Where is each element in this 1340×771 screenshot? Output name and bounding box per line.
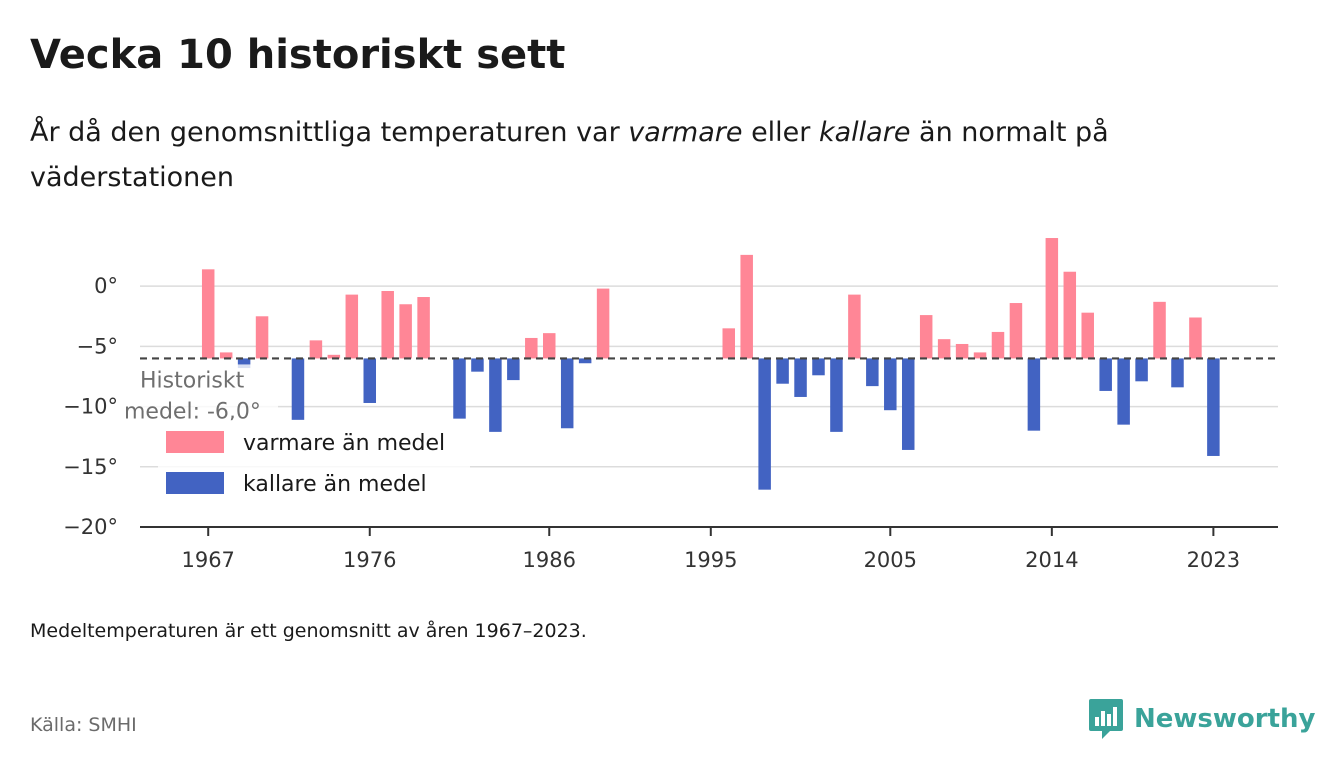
brand-name: Newsworthy (1134, 704, 1316, 734)
warm-bar (919, 315, 933, 359)
warm-bar (345, 294, 359, 359)
newsworthy-logo-icon (1089, 699, 1123, 739)
subtitle-warm-word: varmare (628, 117, 743, 148)
subtitle-part-3: än normalt på väderstationen (30, 117, 1109, 193)
warm-bar (1009, 303, 1023, 359)
y-tick-label: −10° (63, 395, 118, 419)
warm-bar (1189, 317, 1202, 359)
source-label: Källa: SMHI (30, 714, 137, 736)
cold-bar (489, 358, 502, 432)
legend-swatch-cold (166, 472, 224, 494)
legend-label-cold: kallare än medel (243, 472, 427, 497)
reference-label-bg (128, 364, 278, 425)
cold-bar (471, 358, 484, 372)
cold-bar (1207, 358, 1220, 456)
legend-swatch-warm (166, 431, 224, 453)
warm-bar (219, 352, 233, 359)
cold-bar (507, 358, 520, 381)
cold-bar (758, 358, 771, 490)
footnote: Medeltemperaturen är ett genomsnitt av å… (30, 620, 587, 642)
subtitle-part-2: eller (742, 117, 819, 148)
x-tick-label: 2023 (1187, 548, 1240, 572)
chart-subtitle: År då den genomsnittliga temperaturen va… (30, 110, 1260, 200)
warm-bar (309, 340, 323, 359)
warm-bar (937, 339, 951, 359)
cold-bar (578, 358, 592, 364)
chart-title: Vecka 10 historiskt sett (30, 32, 566, 78)
cold-bar (901, 358, 915, 450)
x-tick-label: 1995 (684, 548, 737, 572)
y-tick-label: −20° (63, 515, 118, 539)
cold-bar (794, 358, 807, 397)
warm-bar (955, 343, 969, 359)
warm-bar (1063, 271, 1077, 359)
warm-bar (740, 254, 753, 359)
cold-bar (1027, 358, 1041, 431)
cold-bar (1135, 358, 1148, 382)
warm-bar (525, 337, 538, 359)
warm-bar (255, 316, 269, 359)
cold-bar (812, 358, 825, 376)
warm-bar (381, 291, 394, 359)
warm-bar (542, 333, 556, 359)
bar-chart: 0° −5° −10° −15° −20° 1967 1976 1986 1995 2005 201… (63, 238, 1278, 572)
cold-bar (776, 358, 789, 384)
warm-bar (201, 269, 215, 359)
cold-bar (1117, 358, 1130, 425)
warm-bar (417, 297, 430, 359)
warm-bar (596, 288, 610, 359)
warm-bar (991, 331, 1005, 359)
cold-bar (1099, 358, 1112, 391)
x-tick-label: 2014 (1025, 548, 1078, 572)
warm-bar (1045, 238, 1059, 359)
cold-bar (1171, 358, 1184, 388)
cold-bar (363, 358, 377, 403)
warm-bar (399, 304, 412, 359)
subtitle-part-1: År då den genomsnittliga temperaturen va… (30, 117, 629, 148)
cold-bar (884, 358, 897, 411)
warm-bar (848, 294, 861, 359)
warm-bar (1153, 301, 1166, 359)
warm-bar (327, 354, 341, 359)
cold-bar (237, 358, 251, 369)
subtitle-cold-word: kallare (818, 117, 911, 148)
legend-label-warm: varmare än medel (243, 431, 445, 456)
cold-bar (830, 358, 843, 432)
cold-bar (560, 358, 574, 429)
brand-logo[interactable]: Newsworthy (1088, 697, 1315, 741)
x-tick-label: 1967 (181, 548, 234, 572)
warm-bar (973, 352, 987, 359)
x-tick-label: 1976 (343, 548, 396, 572)
cold-bar (453, 358, 466, 419)
x-tick-label: 1986 (523, 548, 576, 572)
cold-bar (291, 358, 305, 420)
warm-bar (1081, 312, 1094, 359)
warm-bar (722, 328, 735, 359)
y-tick-label: −5° (77, 334, 118, 358)
y-tick-label: 0° (94, 274, 118, 298)
reference-label-line-1: Historiskt (140, 368, 245, 393)
y-tick-label: −15° (63, 455, 118, 479)
cold-bar (866, 358, 879, 387)
x-tick-label: 2005 (864, 548, 917, 572)
